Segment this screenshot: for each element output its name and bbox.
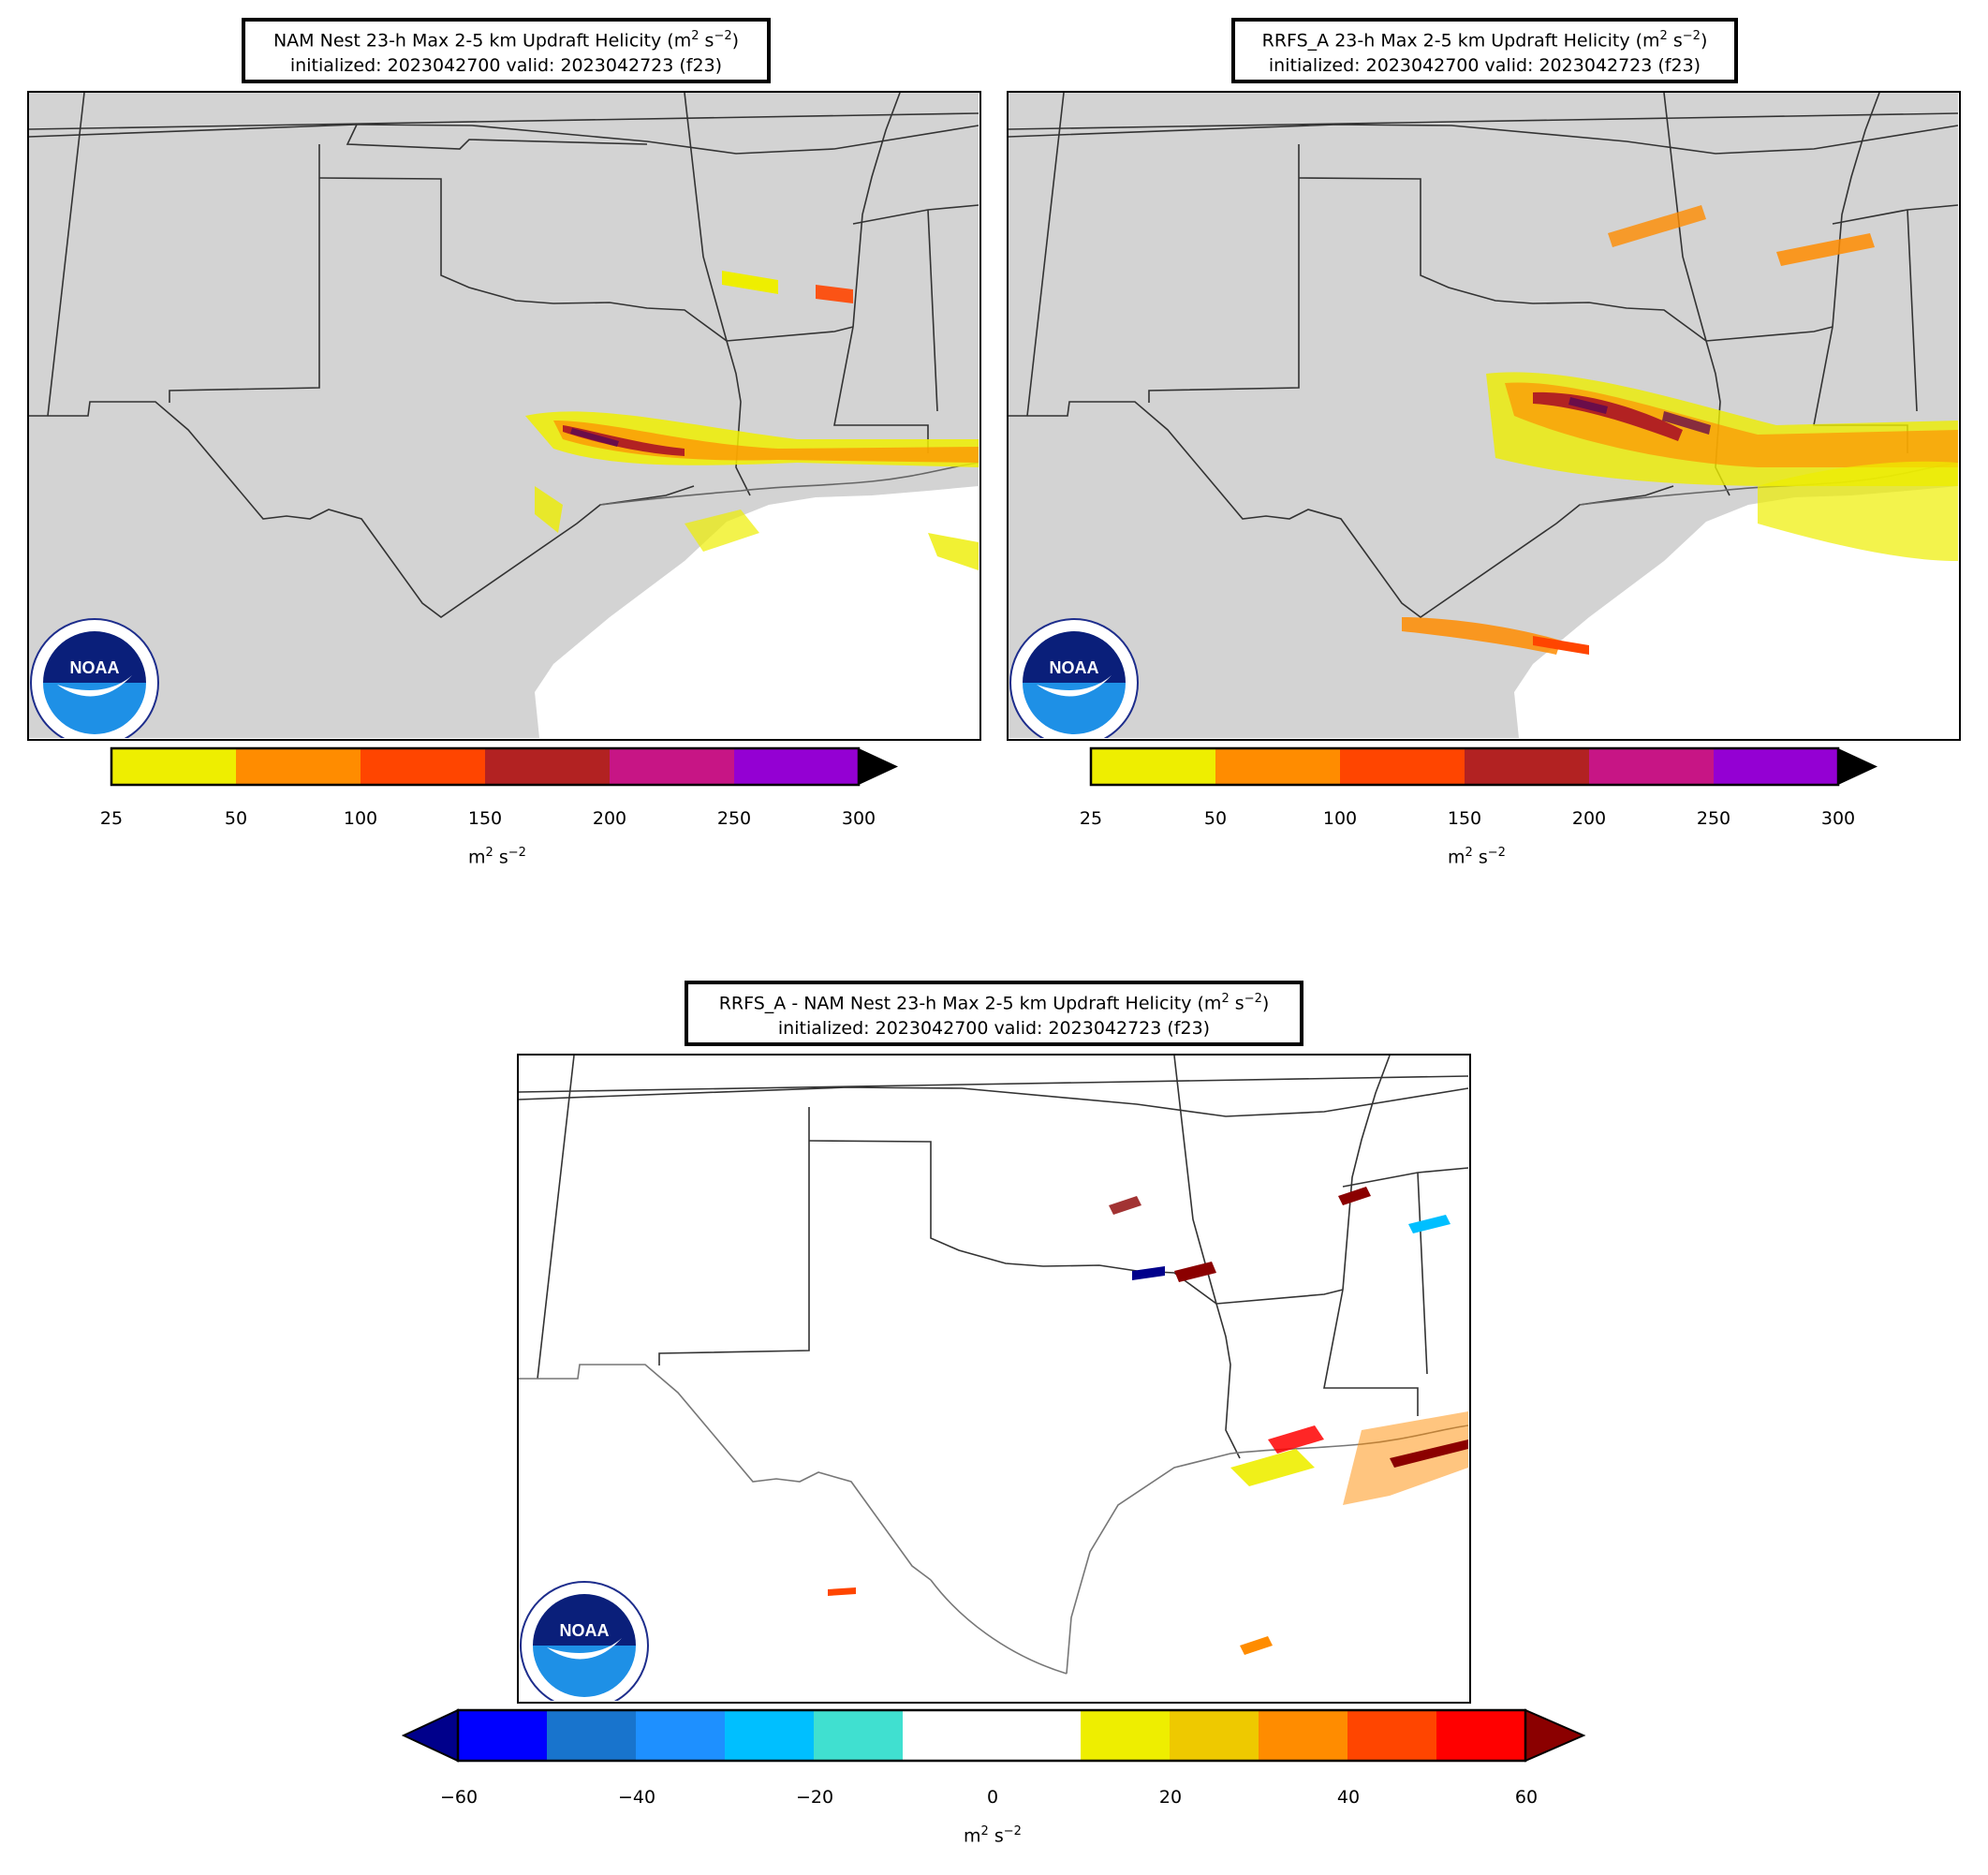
nam-title: NAM Nest 23-h Max 2-5 km Updraft Helicit… — [242, 18, 771, 83]
helicity-swaths — [1402, 205, 1958, 655]
state-borders — [29, 93, 979, 618]
nam-tick: 50 — [224, 808, 248, 829]
nam-tick: 200 — [592, 808, 627, 829]
rrfs-tick: 100 — [1322, 808, 1358, 829]
diff-tick: 0 — [986, 1787, 999, 1808]
nam-map: NOAA — [27, 91, 981, 741]
nam-colorbar-unit: m2 s−2 — [468, 846, 526, 868]
diff-colorbar-unit: m2 s−2 — [964, 1824, 1022, 1847]
svg-text:NOAA: NOAA — [70, 658, 120, 677]
nam-tick: 300 — [841, 808, 876, 829]
rrfs-map: NOAA — [1007, 91, 1961, 741]
nam-tick: 250 — [716, 808, 752, 829]
rrfs-title: RRFS_A 23-h Max 2-5 km Updraft Helicity … — [1231, 18, 1738, 83]
svg-text:NOAA: NOAA — [1050, 658, 1099, 677]
rrfs-tick: 200 — [1571, 808, 1607, 829]
diff-tick: −60 — [439, 1787, 479, 1808]
noaa-logo: NOAA — [30, 618, 159, 738]
svg-text:NOAA: NOAA — [560, 1621, 610, 1640]
diff-tick: −20 — [795, 1787, 834, 1808]
gulf-water — [1514, 486, 1958, 738]
noaa-logo: NOAA — [520, 1581, 649, 1701]
nam-colorbar — [110, 746, 906, 789]
diff-tick: 60 — [1514, 1787, 1539, 1808]
rrfs-tick: 25 — [1079, 808, 1103, 829]
diff-colorbar — [401, 1708, 1587, 1764]
noaa-logo: NOAA — [1009, 618, 1139, 738]
diff-title: RRFS_A - NAM Nest 23-h Max 2-5 km Updraf… — [685, 981, 1303, 1046]
rrfs-tick: 50 — [1203, 808, 1228, 829]
map-background — [519, 1056, 1468, 1701]
rrfs-colorbar-unit: m2 s−2 — [1448, 846, 1506, 868]
diff-tick: −40 — [617, 1787, 656, 1808]
gulf-water — [535, 486, 979, 738]
nam-tick: 150 — [467, 808, 503, 829]
rrfs-tick: 300 — [1820, 808, 1856, 829]
diff-tick: 20 — [1158, 1787, 1183, 1808]
rrfs-tick: 250 — [1696, 808, 1731, 829]
state-borders — [519, 1056, 1468, 1459]
coastline — [599, 462, 979, 506]
diff-map: NOAA — [517, 1054, 1471, 1704]
rrfs-tick: 150 — [1447, 808, 1482, 829]
difference-swaths — [828, 1187, 1468, 1655]
nam-tick: 100 — [343, 808, 378, 829]
rrfs-colorbar — [1089, 746, 1885, 789]
nam-tick: 25 — [99, 808, 124, 829]
helicity-swaths — [525, 271, 979, 570]
diff-tick: 40 — [1336, 1787, 1361, 1808]
